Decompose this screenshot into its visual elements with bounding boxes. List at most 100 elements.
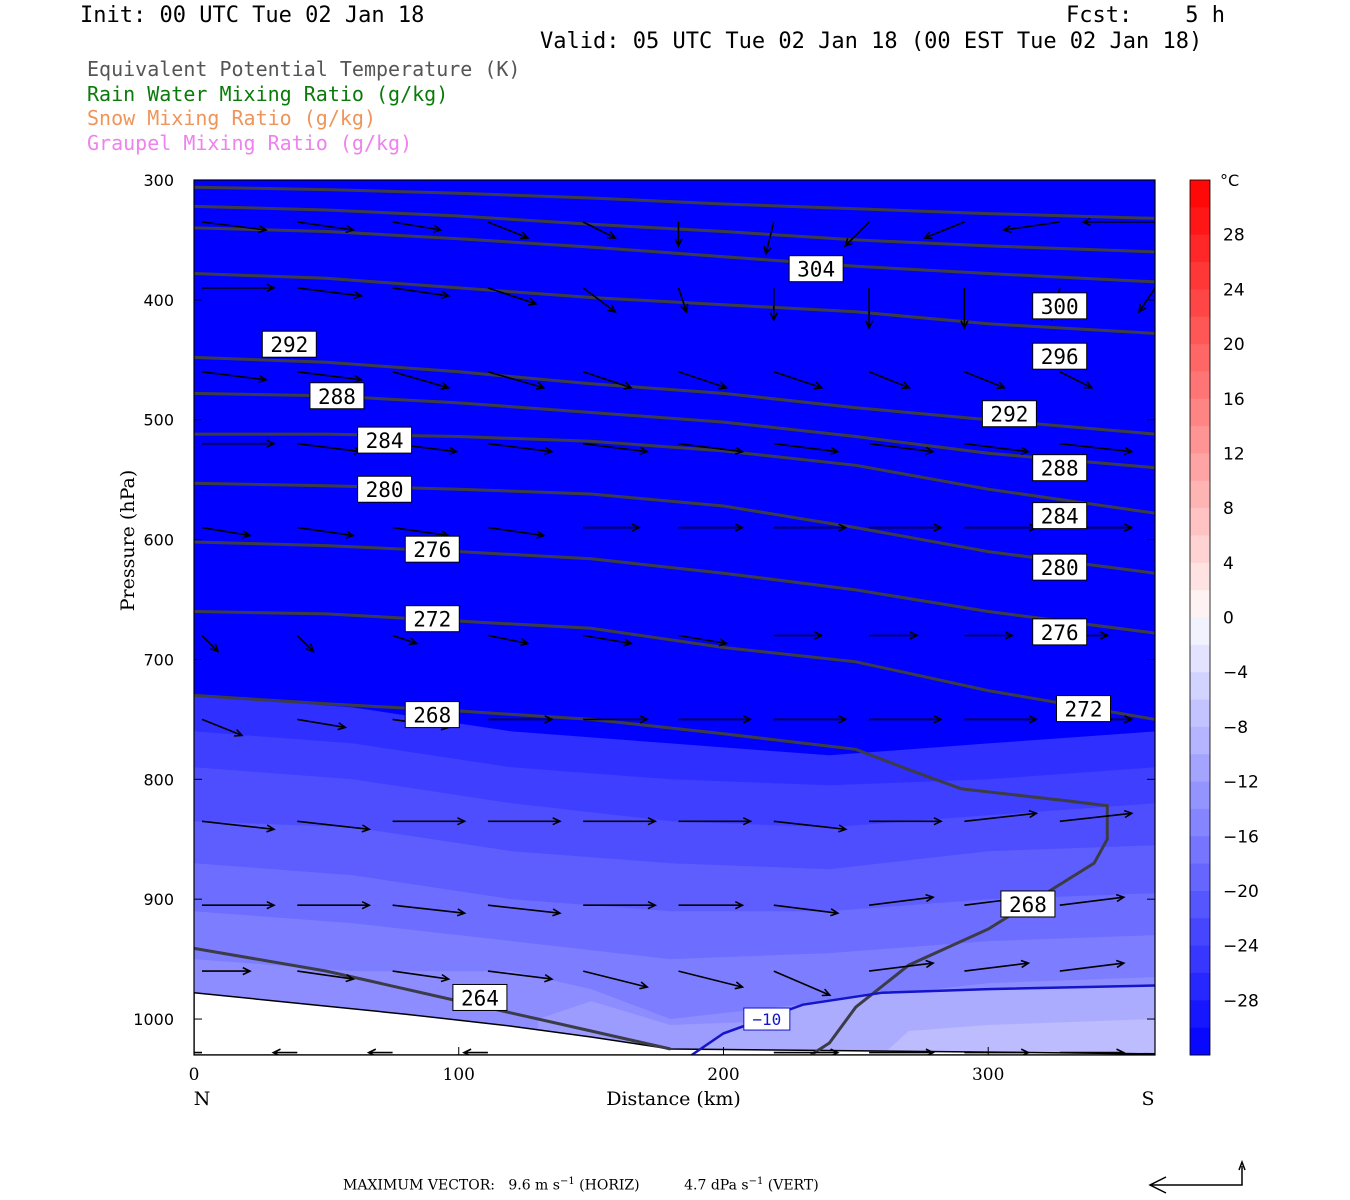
colorbar-swatch bbox=[1190, 1000, 1210, 1029]
wind-vector bbox=[843, 221, 870, 248]
wind-vector bbox=[487, 715, 554, 724]
wind-vector bbox=[201, 221, 268, 234]
wind-vector bbox=[773, 970, 832, 997]
colorbar-label: 16 bbox=[1223, 390, 1245, 410]
contour-label: 280 bbox=[366, 478, 404, 502]
wind-vector bbox=[773, 904, 840, 917]
colorbar-swatch bbox=[1190, 234, 1210, 263]
wind-vector bbox=[392, 634, 419, 646]
wind-vector bbox=[297, 287, 364, 300]
reference-vector-icon bbox=[1148, 1159, 1246, 1194]
wind-vector bbox=[869, 959, 935, 972]
field-label-theta-e: Equivalent Potential Temperature (K) bbox=[87, 57, 521, 81]
terrain bbox=[194, 991, 1155, 1055]
wind-vector bbox=[297, 221, 356, 234]
field-label-snow: Snow Mixing Ratio (g/kg) bbox=[87, 106, 376, 130]
contour-label: 284 bbox=[1041, 505, 1079, 529]
theta-e-contour bbox=[194, 272, 1155, 335]
valid-time: Valid: 05 UTC Tue 02 Jan 18 (00 EST Tue … bbox=[540, 29, 1203, 54]
wind-vector bbox=[392, 817, 467, 826]
wind-vector bbox=[1081, 217, 1155, 227]
contour-label: 288 bbox=[318, 385, 356, 409]
colorbar-swatch bbox=[1190, 918, 1210, 947]
wind-vector bbox=[869, 631, 919, 640]
colorbar-swatch bbox=[1190, 535, 1210, 564]
colorbar-swatch bbox=[1190, 590, 1210, 618]
colorbar-label: −24 bbox=[1223, 937, 1259, 957]
wind-vector bbox=[1059, 442, 1134, 456]
contour-label: 272 bbox=[1065, 698, 1103, 722]
colorbar-swatch bbox=[1190, 480, 1210, 509]
forecast-hour: Fcst: 5 h bbox=[1066, 3, 1225, 28]
colorbar-label: 4 bbox=[1223, 554, 1234, 574]
wind-vector bbox=[678, 900, 745, 910]
wind-vector bbox=[922, 221, 965, 240]
max-horiz-unit-exponent: −1 bbox=[559, 1176, 575, 1187]
contour-label-box bbox=[981, 400, 1037, 428]
temperature-band bbox=[882, 1019, 1155, 1055]
wind-vector bbox=[297, 820, 372, 833]
colorbar-label: 20 bbox=[1223, 335, 1245, 355]
colorbar-swatch bbox=[1190, 316, 1210, 345]
theta-e-contour bbox=[194, 355, 1155, 436]
wind-vector bbox=[297, 718, 348, 731]
wind-vector bbox=[678, 970, 745, 990]
wind-vector bbox=[773, 631, 824, 640]
contour-label-box bbox=[357, 426, 413, 454]
field-label-graupel: Graupel Mixing Ratio (g/kg) bbox=[87, 131, 413, 155]
wind-vector bbox=[202, 900, 276, 910]
contour-label: 296 bbox=[1041, 345, 1079, 369]
wind-vector bbox=[1001, 221, 1060, 234]
wind-vector bbox=[202, 283, 276, 293]
wind-vector bbox=[1059, 809, 1134, 823]
wind-vector bbox=[487, 634, 530, 647]
colorbar-swatch bbox=[1190, 945, 1210, 974]
wind-vector bbox=[487, 526, 546, 539]
colorbar-frame bbox=[1189, 179, 1211, 1056]
wind-vector bbox=[392, 221, 443, 233]
wind-vector bbox=[869, 442, 935, 456]
y-tick-label: 700 bbox=[143, 650, 174, 669]
isotherm-label: −10 bbox=[752, 1010, 781, 1029]
wind-vector bbox=[868, 371, 911, 390]
wind-vector bbox=[678, 817, 753, 826]
x-tick-label: 0 bbox=[189, 1065, 200, 1085]
theta-e-contour bbox=[194, 481, 1155, 575]
wind-vector bbox=[964, 959, 1031, 972]
wind-vector bbox=[773, 820, 848, 833]
max-horiz-value: 9.6 m s bbox=[508, 1177, 560, 1194]
wind-vector bbox=[864, 287, 874, 330]
wind-vector bbox=[487, 970, 554, 983]
contour-label-box bbox=[309, 382, 365, 410]
theta-e-contour bbox=[194, 432, 1155, 515]
contour-label-box bbox=[404, 605, 460, 633]
wind-vector bbox=[964, 809, 1039, 823]
wind-vector bbox=[678, 715, 753, 724]
colorbar-swatch bbox=[1190, 972, 1210, 1001]
wind-vector bbox=[1154, 371, 1155, 373]
contour-label-box bbox=[788, 255, 844, 283]
wind-vector bbox=[1059, 371, 1094, 389]
contour-label-box bbox=[452, 983, 508, 1011]
max-vert-unit-exponent: −1 bbox=[748, 1176, 764, 1187]
wind-vector bbox=[583, 900, 658, 910]
colorbar-swatch bbox=[1190, 672, 1210, 701]
colorbar-swatch bbox=[1190, 836, 1210, 865]
wind-vector bbox=[677, 287, 689, 314]
wind-vector bbox=[678, 634, 729, 647]
y-tick-label: 1000 bbox=[133, 1010, 174, 1029]
wind-vector bbox=[869, 817, 943, 826]
theta-e-contour bbox=[194, 226, 1155, 284]
colorbar-label: 24 bbox=[1223, 280, 1245, 300]
plot-frame bbox=[193, 179, 1156, 1056]
wind-vector bbox=[678, 371, 729, 390]
wind-vector bbox=[773, 523, 848, 532]
y-tick-label: 600 bbox=[143, 531, 174, 550]
wind-vector bbox=[583, 715, 650, 724]
colorbar-swatch bbox=[1190, 699, 1210, 728]
wind-vector bbox=[773, 442, 840, 456]
colorbar-swatch bbox=[1190, 344, 1210, 372]
contour-label-box bbox=[404, 701, 460, 729]
y-tick-label: 300 bbox=[143, 171, 174, 190]
theta-e-contour bbox=[194, 540, 1155, 635]
